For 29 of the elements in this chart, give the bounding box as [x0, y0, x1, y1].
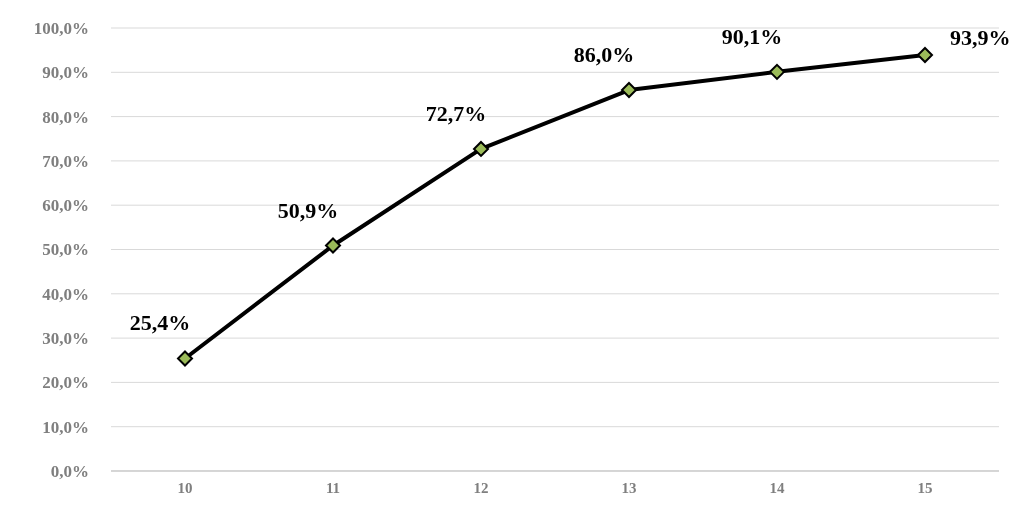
point	[917, 47, 933, 64]
data-label: 25,4%	[129, 310, 191, 336]
x-tick-label: 15	[917, 480, 933, 496]
point	[473, 140, 489, 157]
y-tick-label: 40,0%	[42, 284, 89, 304]
y-tick-label: 30,0%	[42, 329, 89, 349]
point	[621, 82, 637, 99]
x-tick-label: 14	[769, 480, 785, 496]
x-tick-label: 11	[325, 480, 341, 496]
y-tick-label: 70,0%	[42, 151, 89, 171]
data-label: 90,1%	[721, 23, 783, 49]
data-label: 50,9%	[277, 197, 339, 223]
data-label: 72,7%	[425, 100, 487, 126]
x-tick-label: 10	[177, 480, 193, 496]
data-label: 86,0%	[573, 42, 635, 68]
y-tick-label: 0,0%	[50, 461, 89, 481]
y-tick-label: 20,0%	[42, 373, 89, 393]
point	[769, 63, 785, 80]
point	[177, 350, 193, 367]
y-tick-label: 60,0%	[42, 196, 89, 216]
y-tick-label: 10,0%	[42, 417, 89, 437]
point	[325, 237, 341, 254]
y-tick-label: 100,0%	[33, 18, 89, 38]
y-tick-label: 80,0%	[42, 107, 89, 127]
x-tick-label: 13	[621, 480, 637, 496]
y-tick-label: 90,0%	[42, 63, 89, 83]
data-label: 93,9%	[950, 25, 1011, 51]
x-tick-label: 12	[473, 480, 489, 496]
y-tick-label: 50,0%	[42, 240, 89, 260]
